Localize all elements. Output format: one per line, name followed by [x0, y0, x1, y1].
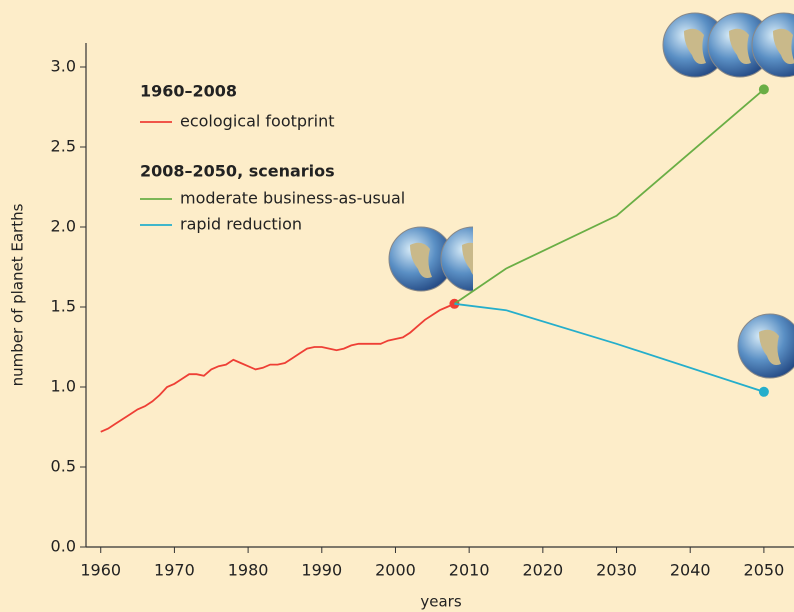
y-tick-label: 2.0: [51, 217, 76, 236]
end-point: [758, 386, 769, 397]
x-tick-label: 2030: [596, 561, 637, 580]
x-axis-label: years: [420, 593, 461, 611]
end-point: [758, 84, 769, 95]
line: [100, 302, 455, 433]
line: [454, 302, 765, 393]
y-tick-label: 2.5: [51, 137, 76, 156]
globe-land: [684, 28, 706, 64]
y-axis-label: number of planet Earths: [9, 203, 27, 386]
globe: [440, 226, 473, 292]
globe-land: [759, 329, 781, 365]
globe-land: [729, 28, 751, 64]
legend-label: rapid reduction: [180, 215, 302, 234]
legend-label: moderate business-as-usual: [180, 189, 405, 208]
x-tick-label: 2020: [522, 561, 563, 580]
x-tick-label: 2010: [449, 561, 490, 580]
x-tick-label: 1960: [80, 561, 121, 580]
y-tick-label: 0.0: [51, 537, 76, 556]
y-tick-label: 1.0: [51, 377, 76, 396]
globe-land: [410, 242, 432, 278]
x-tick-label: 2040: [670, 561, 711, 580]
x-tick-label: 2050: [744, 561, 785, 580]
x-tick-label: 1990: [301, 561, 342, 580]
x-tick-label: 2000: [375, 561, 416, 580]
y-tick-label: 3.0: [51, 57, 76, 76]
x-tick-label: 1970: [154, 561, 195, 580]
y-tick-label: 1.5: [51, 297, 76, 316]
legend-heading: 2008–2050, scenarios: [140, 162, 335, 181]
globe-land: [462, 242, 473, 275]
globe-icons: [388, 12, 794, 379]
y-tick-label: 0.5: [51, 457, 76, 476]
line: [453, 88, 765, 305]
legend-label: ecological footprint: [180, 112, 334, 131]
globe-land: [773, 28, 794, 64]
legend-heading: 1960–2008: [140, 82, 237, 101]
x-tick-label: 1980: [228, 561, 269, 580]
